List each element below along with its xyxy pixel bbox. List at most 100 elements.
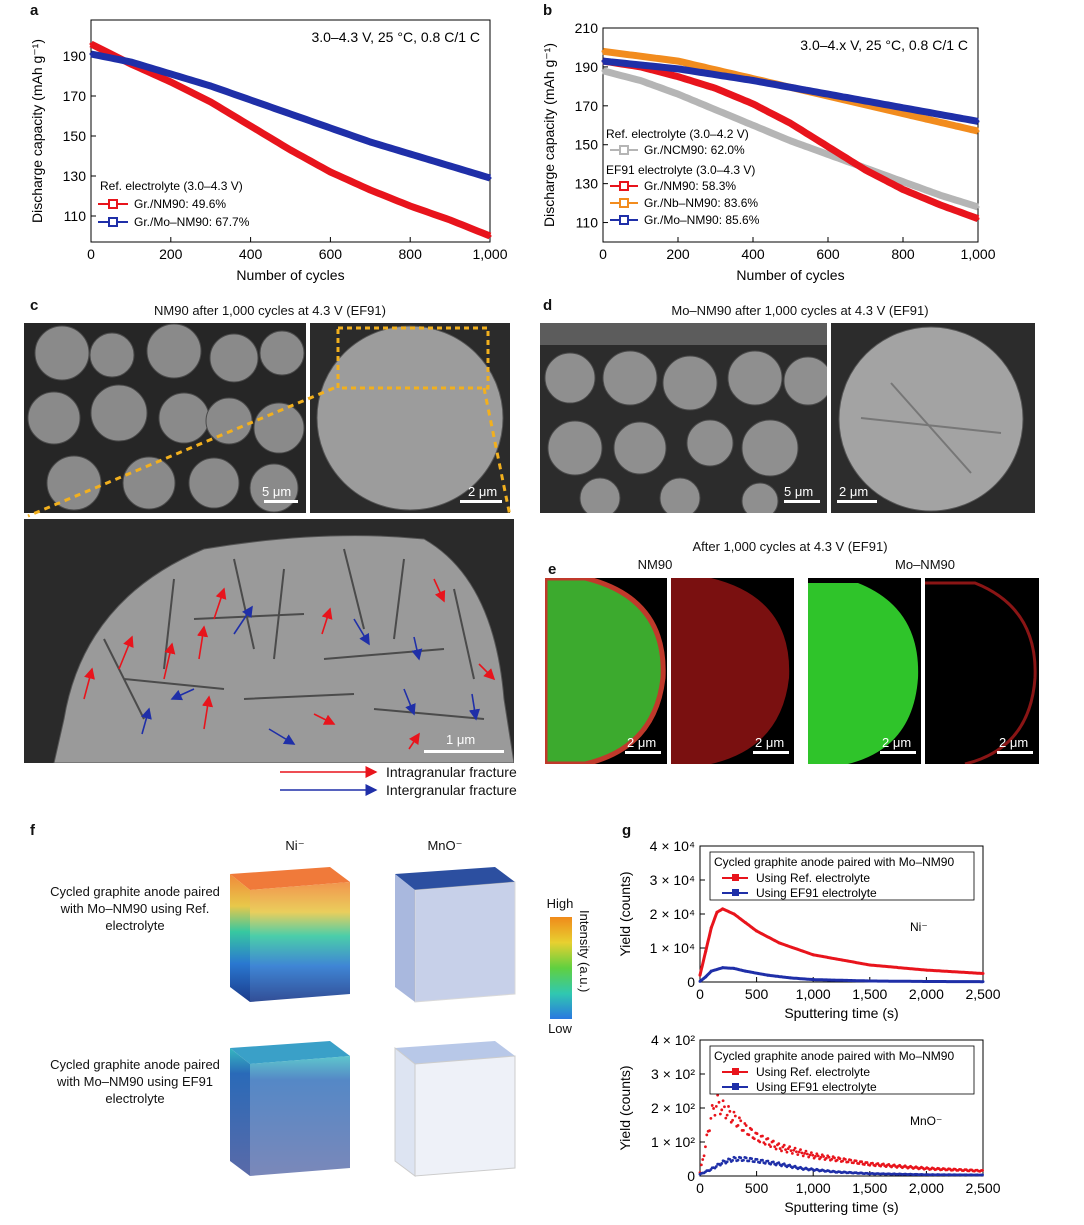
x-tick-label: 0 — [599, 246, 607, 262]
series-line — [602, 47, 979, 135]
legend-entry: Gr./NCM90: 62.0% — [644, 143, 745, 157]
data-point — [752, 1160, 756, 1164]
data-point — [725, 1160, 729, 1164]
panel-f-row2-label: Cycled graphite anode paired with Mo–NM9… — [50, 1057, 220, 1106]
data-point — [737, 1116, 741, 1120]
data-point — [701, 1158, 705, 1161]
intragranular-fracture-arrow — [196, 625, 209, 660]
data-point — [408, 204, 412, 208]
data-point — [714, 1165, 718, 1168]
data-point — [732, 966, 736, 970]
x-tick-label: 2,000 — [909, 1180, 944, 1196]
data-point — [209, 84, 213, 88]
data-point — [676, 92, 680, 96]
series-line — [698, 907, 984, 976]
data-point — [750, 1128, 754, 1131]
data-point — [408, 152, 412, 156]
data-point — [728, 1109, 732, 1113]
intergranular-fracture-arrow — [403, 688, 416, 716]
data-point — [488, 234, 492, 238]
data-point — [852, 1161, 855, 1165]
intergranular-fracture-arrow — [411, 636, 423, 661]
y-tick-label: 3 × 10² — [651, 1066, 695, 1082]
data-point — [717, 1100, 721, 1104]
legend-entry: Gr./NM90: 49.6% — [134, 197, 226, 211]
data-point — [755, 929, 759, 933]
data-point — [739, 1119, 743, 1123]
legend-entry: Using EF91 electrolyte — [756, 886, 877, 900]
series-Gr./Mo–NM90: 67.7% — [89, 50, 492, 182]
data-point — [771, 1160, 775, 1164]
data-point — [860, 1160, 864, 1164]
data-point — [731, 1158, 735, 1162]
chart-g-mno: 0 500 1,000 1,500 2,000 2,500 0 1 × 10² 2 × 10² 3… — [617, 1032, 1001, 1215]
series-Gr./Mo–NM90: 85.6% — [601, 57, 980, 125]
x-tick-label: 200 — [666, 246, 690, 262]
data-point — [793, 1146, 797, 1150]
data-point — [801, 1154, 805, 1158]
scale-bar-d-left: 5 μm — [784, 484, 814, 499]
y-tick-label: 2 × 10⁴ — [650, 906, 695, 922]
legend-marker — [732, 1068, 739, 1075]
scale-bar-e-4: 2 μm — [999, 735, 1029, 750]
intragranular-fracture-arrow — [83, 667, 95, 700]
data-point — [790, 1152, 794, 1155]
data-point — [785, 1150, 789, 1154]
x-tick-label: 1,000 — [796, 1180, 831, 1196]
legend-marker — [732, 889, 739, 896]
y-tick-label: 110 — [576, 215, 599, 231]
data-point — [774, 1147, 778, 1151]
data-point — [857, 1162, 861, 1166]
data-point — [736, 1123, 740, 1127]
data-point — [924, 968, 928, 972]
legend-box — [709, 1045, 975, 1095]
tof-sims-cube-ni-ref — [230, 867, 350, 1002]
sem-image-mo-nm90-overview: 5 μm — [540, 323, 827, 513]
y-tick-label: 1 × 10⁴ — [650, 940, 695, 956]
x-tick-label: 0 — [696, 1180, 704, 1196]
data-point — [739, 1156, 743, 1160]
x-tick-label: 1,500 — [852, 1180, 887, 1196]
data-point — [789, 976, 793, 980]
series-Using EF91 electrolyte — [698, 1155, 984, 1177]
data-point — [716, 1093, 720, 1097]
x-tick-label: 500 — [745, 986, 769, 1002]
legend-marker — [619, 181, 629, 191]
data-point — [249, 124, 253, 128]
data-point — [763, 1161, 767, 1165]
data-point — [771, 1139, 775, 1143]
data-point — [981, 972, 985, 975]
zoom-connector-lines — [27, 386, 512, 518]
data-point — [811, 1153, 815, 1157]
data-point — [712, 1107, 715, 1110]
scale-bar-c-zoom: 1 μm — [446, 732, 476, 747]
data-point — [720, 1162, 724, 1165]
legend-marker — [619, 198, 629, 208]
data-point — [819, 1155, 823, 1159]
y-tick-label: 150 — [63, 128, 87, 144]
data-point — [601, 49, 605, 53]
data-point — [833, 1156, 836, 1160]
data-point — [761, 1158, 764, 1162]
x-tick-label: 1,000 — [960, 246, 995, 262]
data-point — [811, 978, 815, 982]
data-point — [601, 69, 605, 73]
data-point — [328, 126, 332, 130]
data-point — [751, 102, 755, 106]
data-point — [727, 1105, 730, 1108]
data-point — [89, 42, 93, 46]
legend-intergranular: Intergranular fracture — [386, 782, 517, 798]
series-line — [602, 57, 979, 125]
x-axis-label: Number of cycles — [736, 267, 844, 283]
data-point — [747, 1133, 751, 1137]
x-tick-label: 400 — [741, 246, 765, 262]
data-point — [708, 1129, 711, 1133]
data-point — [732, 912, 736, 916]
species-annotation: MnO⁻ — [910, 1114, 942, 1128]
y-tick-label: 0 — [687, 1168, 695, 1184]
data-point — [868, 963, 872, 967]
legend-marker — [108, 199, 118, 209]
data-point — [795, 1150, 798, 1154]
data-point — [328, 170, 332, 174]
data-point — [709, 1116, 713, 1120]
